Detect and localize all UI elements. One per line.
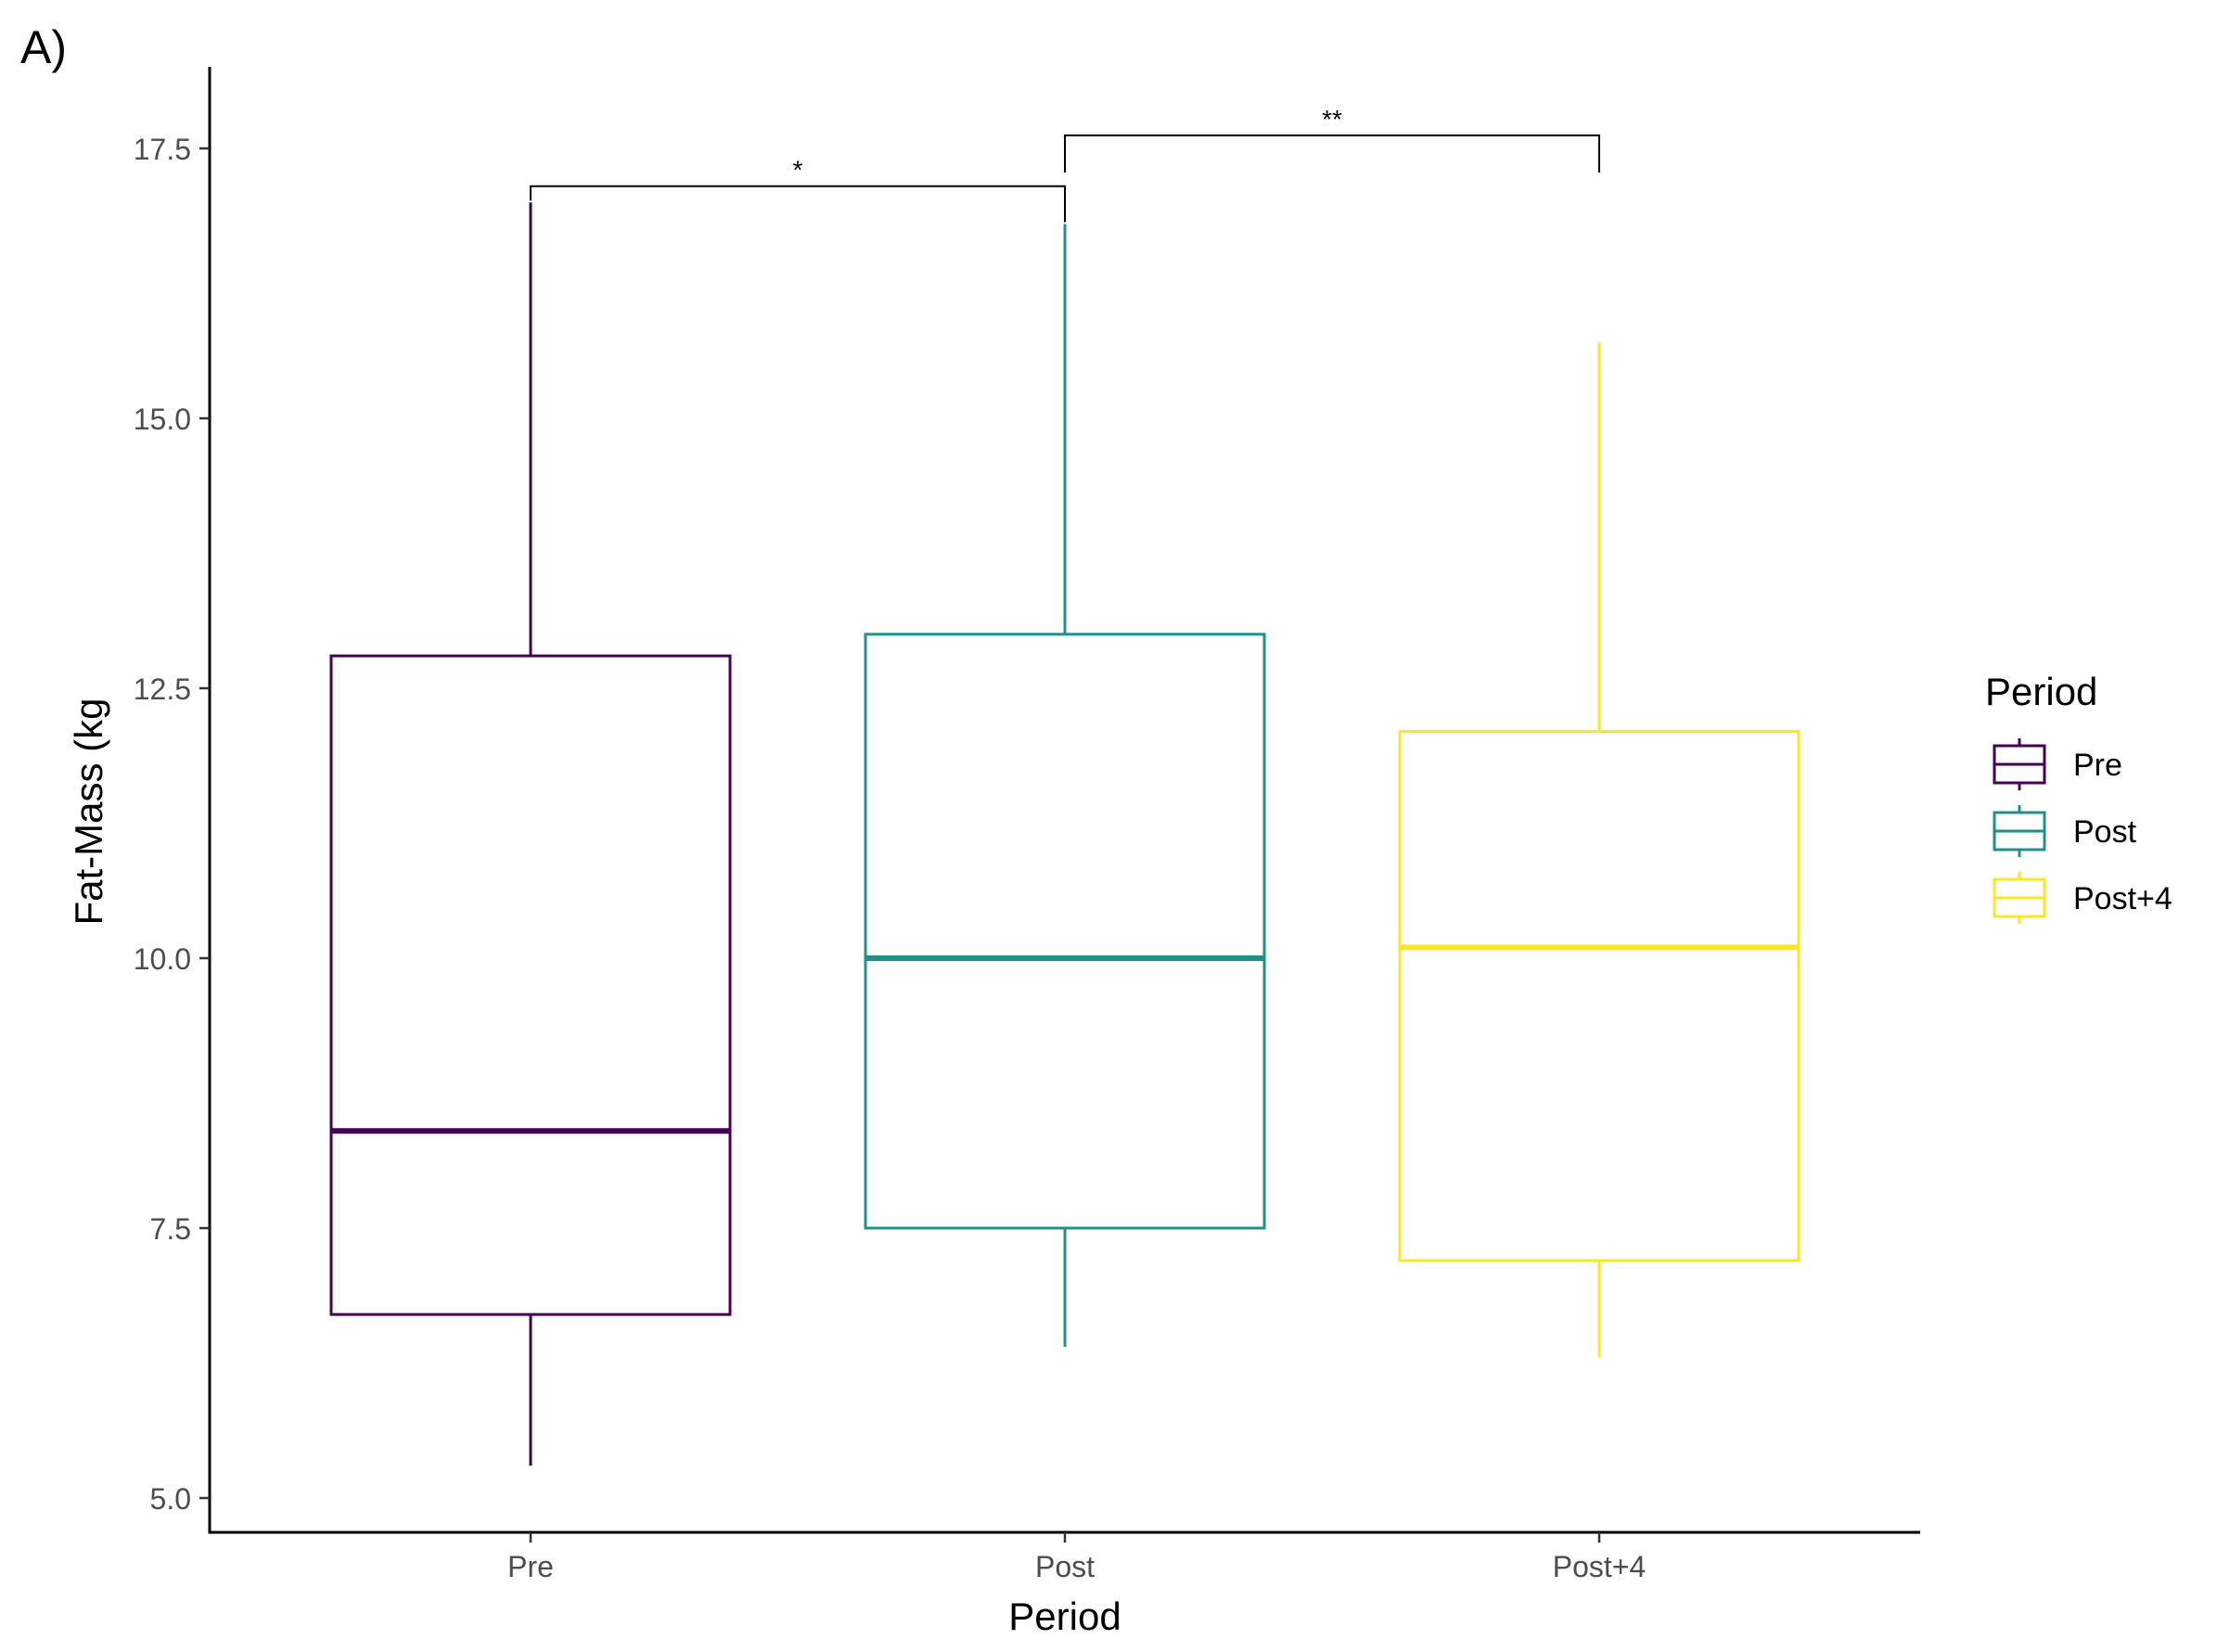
- box-body: [864, 633, 1266, 1230]
- box-pre: [329, 202, 732, 1466]
- significance-label: **: [1322, 105, 1342, 134]
- box-post-4: [1398, 342, 1801, 1358]
- x-tick-label: Post+4: [1553, 1550, 1647, 1583]
- legend-entry-post: Post: [1993, 805, 2137, 857]
- box-body: [329, 654, 732, 1316]
- significance-bracket: *: [530, 156, 1066, 223]
- bracket-line: [530, 185, 1066, 223]
- x-tick-label: Pre: [507, 1550, 554, 1583]
- panel-label: A): [20, 21, 67, 73]
- box-body: [1398, 730, 1801, 1262]
- legend: Period Pre Post Post+4: [1985, 670, 2172, 924]
- bracket-line: [1064, 134, 1600, 173]
- x-axis-title: Period: [1008, 1594, 1121, 1638]
- box-post: [864, 224, 1266, 1348]
- y-axis-title: Fat-Mass (kg: [67, 698, 110, 925]
- legend-entry-pre: Pre: [1993, 738, 2122, 790]
- x-tick-label: Post: [1035, 1550, 1095, 1583]
- significance-label: *: [793, 156, 803, 185]
- axes: 5.0 7.5 10.0 12.5 15.0 17.5 Pre Post Post+4: [134, 67, 1920, 1583]
- legend-label: Pre: [2073, 748, 2122, 783]
- significance-bracket: **: [1064, 105, 1600, 173]
- boxes: [329, 202, 1801, 1466]
- legend-entry-post-4: Post+4: [1993, 872, 2172, 924]
- y-tick-label: 7.5: [150, 1212, 191, 1246]
- legend-label: Post+4: [2073, 881, 2172, 916]
- y-tick-label: 12.5: [134, 672, 191, 706]
- legend-title: Period: [1985, 670, 2097, 713]
- significance-brackets: ***: [530, 105, 1600, 223]
- legend-label: Post: [2073, 814, 2137, 850]
- y-tick-label: 15.0: [134, 403, 191, 436]
- y-tick-label: 10.0: [134, 942, 191, 976]
- y-tick-label: 5.0: [150, 1482, 191, 1516]
- y-tick-label: 17.5: [134, 133, 191, 166]
